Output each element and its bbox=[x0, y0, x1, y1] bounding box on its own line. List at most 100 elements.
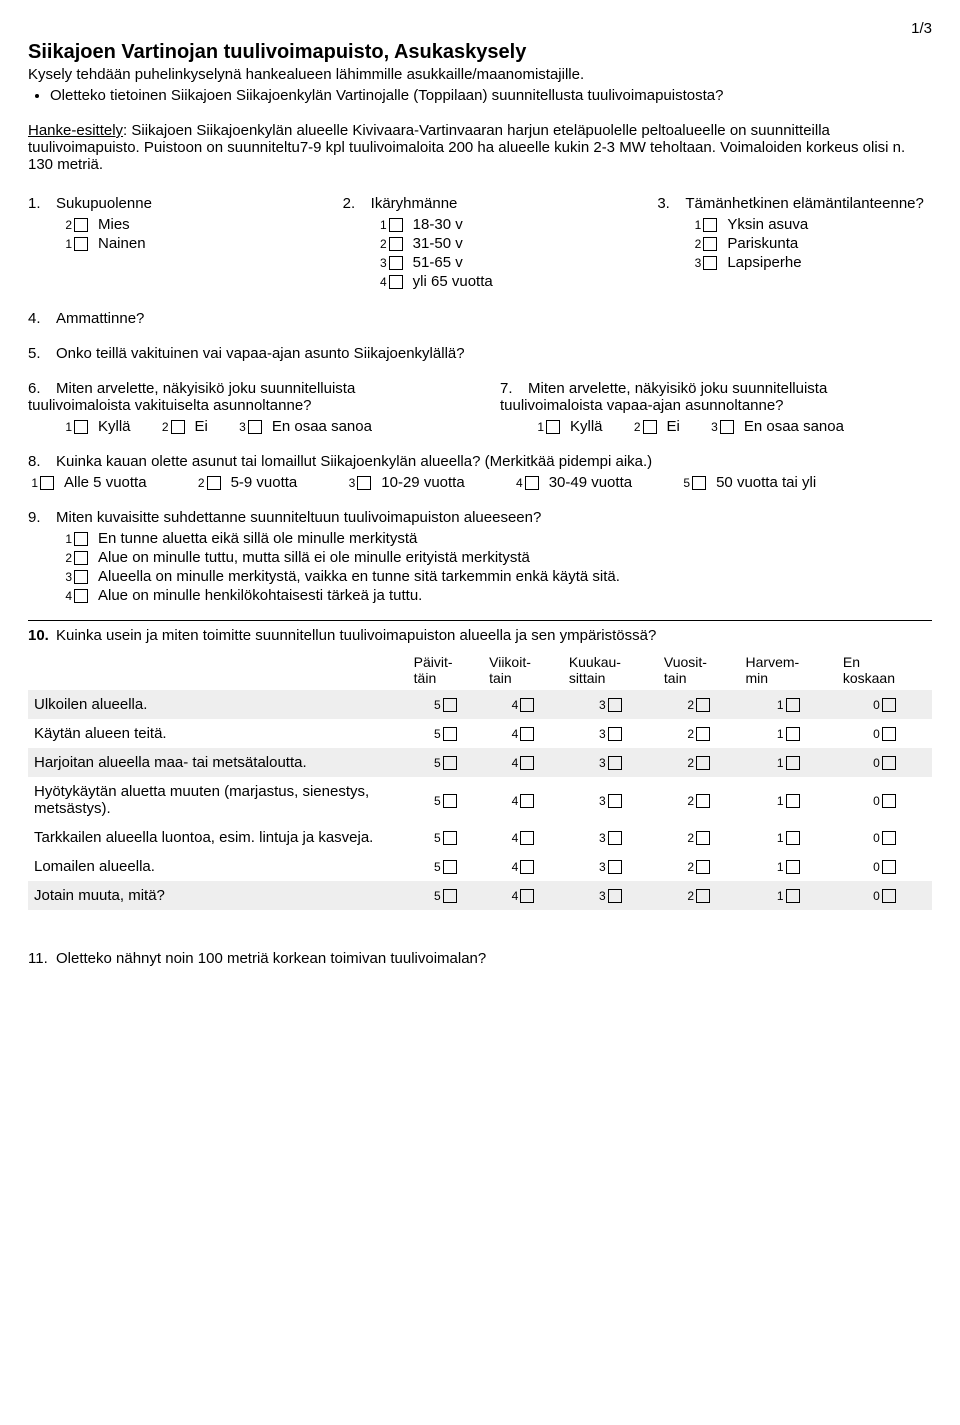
checkbox[interactable] bbox=[608, 756, 622, 770]
checkbox[interactable] bbox=[520, 831, 534, 845]
checkbox[interactable] bbox=[520, 727, 534, 741]
q6: 6.Miten arvelette, näkyisikö joku suunni… bbox=[28, 380, 460, 435]
checkbox[interactable] bbox=[786, 794, 800, 808]
checkbox[interactable] bbox=[786, 831, 800, 845]
checkbox[interactable] bbox=[443, 889, 457, 903]
checkbox[interactable] bbox=[443, 794, 457, 808]
checkbox[interactable] bbox=[786, 860, 800, 874]
checkbox[interactable] bbox=[786, 756, 800, 770]
q10-cell: 2 bbox=[658, 777, 740, 823]
page-title: Siikajoen Vartinojan tuulivoimapuisto, A… bbox=[28, 41, 932, 64]
checkbox[interactable] bbox=[74, 420, 88, 434]
option-number: 0 bbox=[873, 727, 880, 741]
option-number: 2 bbox=[687, 831, 694, 845]
checkbox[interactable] bbox=[74, 551, 88, 565]
checkbox[interactable] bbox=[546, 420, 560, 434]
checkbox[interactable] bbox=[696, 756, 710, 770]
checkbox[interactable] bbox=[882, 860, 896, 874]
option-number: 1 bbox=[377, 218, 387, 232]
checkbox[interactable] bbox=[692, 476, 706, 490]
checkbox[interactable] bbox=[696, 889, 710, 903]
checkbox[interactable] bbox=[882, 889, 896, 903]
checkbox[interactable] bbox=[74, 532, 88, 546]
checkbox[interactable] bbox=[520, 860, 534, 874]
option-number: 2 bbox=[687, 889, 694, 903]
checkbox[interactable] bbox=[74, 237, 88, 251]
checkbox[interactable] bbox=[786, 698, 800, 712]
checkbox[interactable] bbox=[696, 698, 710, 712]
q10-cell: 3 bbox=[563, 777, 658, 823]
checkbox[interactable] bbox=[696, 831, 710, 845]
q7-option: 3En osaa sanoa bbox=[708, 418, 844, 435]
checkbox[interactable] bbox=[703, 256, 717, 270]
option-number: 5 bbox=[434, 831, 441, 845]
option-number: 3 bbox=[345, 476, 355, 490]
option-number: 1 bbox=[62, 532, 72, 546]
checkbox[interactable] bbox=[696, 727, 710, 741]
checkbox[interactable] bbox=[608, 831, 622, 845]
checkbox[interactable] bbox=[882, 831, 896, 845]
q10-cell: 2 bbox=[658, 690, 740, 719]
checkbox[interactable] bbox=[696, 860, 710, 874]
checkbox[interactable] bbox=[882, 794, 896, 808]
q10-row-label: Ulkoilen alueella. bbox=[28, 690, 408, 719]
checkbox[interactable] bbox=[882, 698, 896, 712]
checkbox[interactable] bbox=[389, 275, 403, 289]
checkbox[interactable] bbox=[608, 860, 622, 874]
option-number: 2 bbox=[631, 420, 641, 434]
q9-option: 3Alueella on minulle merkitystä, vaikka … bbox=[62, 568, 932, 585]
q8-num: 8. bbox=[28, 453, 56, 470]
q10-cell: 1 bbox=[740, 881, 837, 910]
q10-cell: 1 bbox=[740, 690, 837, 719]
checkbox[interactable] bbox=[389, 218, 403, 232]
checkbox[interactable] bbox=[608, 727, 622, 741]
checkbox[interactable] bbox=[520, 698, 534, 712]
checkbox[interactable] bbox=[74, 218, 88, 232]
checkbox[interactable] bbox=[643, 420, 657, 434]
q10-cell: 0 bbox=[837, 881, 932, 910]
checkbox[interactable] bbox=[525, 476, 539, 490]
checkbox[interactable] bbox=[443, 831, 457, 845]
checkbox[interactable] bbox=[608, 698, 622, 712]
checkbox[interactable] bbox=[248, 420, 262, 434]
checkbox[interactable] bbox=[443, 756, 457, 770]
q10-cell: 3 bbox=[563, 748, 658, 777]
checkbox[interactable] bbox=[74, 570, 88, 584]
q3-num: 3. bbox=[657, 195, 685, 212]
q10-cell: 2 bbox=[658, 852, 740, 881]
checkbox[interactable] bbox=[882, 727, 896, 741]
checkbox[interactable] bbox=[40, 476, 54, 490]
option-label: 30-49 vuotta bbox=[549, 474, 632, 491]
checkbox[interactable] bbox=[520, 889, 534, 903]
option-number: 4 bbox=[512, 794, 519, 808]
checkbox[interactable] bbox=[882, 756, 896, 770]
option-number: 2 bbox=[195, 476, 205, 490]
option-label: 5-9 vuotta bbox=[231, 474, 298, 491]
checkbox[interactable] bbox=[443, 698, 457, 712]
checkbox[interactable] bbox=[703, 218, 717, 232]
checkbox[interactable] bbox=[443, 727, 457, 741]
checkbox[interactable] bbox=[520, 794, 534, 808]
checkbox[interactable] bbox=[703, 237, 717, 251]
option-label: Lapsiperhe bbox=[727, 254, 801, 271]
checkbox[interactable] bbox=[74, 589, 88, 603]
checkbox[interactable] bbox=[207, 476, 221, 490]
checkbox[interactable] bbox=[520, 756, 534, 770]
checkbox[interactable] bbox=[786, 727, 800, 741]
q7-label: Miten arvelette, näkyisikö joku suunnite… bbox=[500, 380, 827, 414]
q10-row-label: Hyötykäytän aluetta muuten (marjastus, s… bbox=[28, 777, 408, 823]
checkbox[interactable] bbox=[171, 420, 185, 434]
checkbox[interactable] bbox=[357, 476, 371, 490]
checkbox[interactable] bbox=[443, 860, 457, 874]
q3: 3.Tämänhetkinen elämäntilanteenne? 1Yksi… bbox=[657, 195, 932, 292]
q1-label: Sukupuolenne bbox=[56, 195, 152, 212]
q9-num: 9. bbox=[28, 509, 56, 526]
q10-cell: 1 bbox=[740, 719, 837, 748]
checkbox[interactable] bbox=[786, 889, 800, 903]
checkbox[interactable] bbox=[696, 794, 710, 808]
checkbox[interactable] bbox=[608, 794, 622, 808]
checkbox[interactable] bbox=[608, 889, 622, 903]
checkbox[interactable] bbox=[389, 237, 403, 251]
checkbox[interactable] bbox=[720, 420, 734, 434]
checkbox[interactable] bbox=[389, 256, 403, 270]
